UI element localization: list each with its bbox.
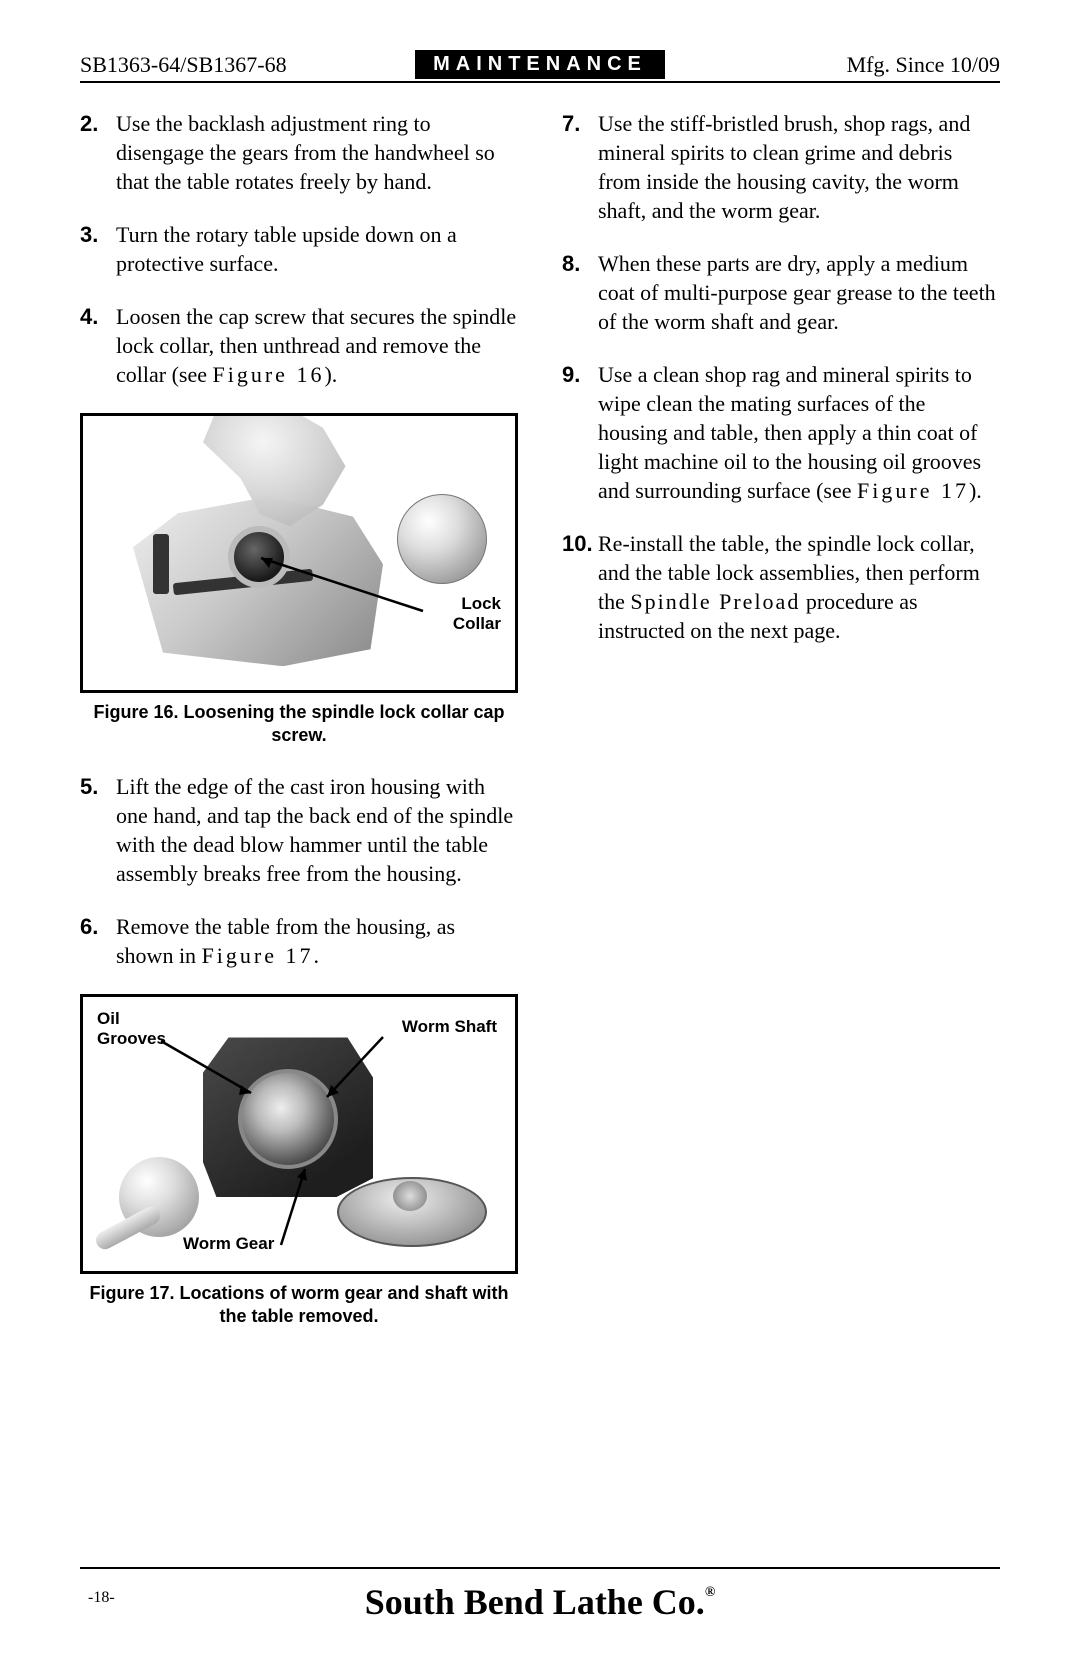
- figure-16-label-lock: Lock: [461, 594, 501, 614]
- step-4: 4. Loosen the cap screw that secures the…: [80, 302, 518, 389]
- page-header: SB1363-64/SB1367-68 MAINTENANCE Mfg. Sin…: [80, 50, 1000, 83]
- step-text: Use a clean shop rag and mineral spirits…: [598, 360, 1000, 505]
- figure-17-label-oil: Oil: [97, 1009, 120, 1029]
- left-step-list-a: 2. Use the backlash adjustment ring to d…: [80, 109, 518, 389]
- step-9: 9. Use a clean shop rag and mineral spir…: [562, 360, 1000, 505]
- step-text: Use the backlash adjustment ring to dise…: [116, 109, 518, 196]
- step-number: 3.: [80, 220, 116, 278]
- figure-17-bore: [238, 1069, 338, 1169]
- content-columns: 2. Use the backlash adjustment ring to d…: [80, 109, 1000, 1327]
- step-7: 7. Use the stiff-bristled brush, shop ra…: [562, 109, 1000, 225]
- step-text: Turn the rotary table upside down on a p…: [116, 220, 518, 278]
- step-text: When these parts are dry, apply a medium…: [598, 249, 1000, 336]
- step-6: 6. Remove the table from the housing, as…: [80, 912, 518, 970]
- step-8: 8. When these parts are dry, apply a med…: [562, 249, 1000, 336]
- right-step-list: 7. Use the stiff-bristled brush, shop ra…: [562, 109, 1000, 646]
- figure-17-label-wormshaft: Worm Shaft: [402, 1017, 497, 1037]
- figure-ref-17b: Figure 17: [857, 478, 969, 503]
- figure-ref-16: Figure 16: [213, 362, 325, 387]
- header-mfg: Mfg. Since 10/09: [665, 52, 1000, 78]
- figure-16-caption: Figure 16. Loosening the spindle lock co…: [80, 701, 518, 746]
- figure-16-label-collar: Collar: [453, 614, 501, 634]
- figure-16-lock-collar: [228, 526, 290, 588]
- step-text: Re-install the table, the spindle lock c…: [598, 529, 1000, 645]
- step-5: 5. Lift the edge of the cast iron housin…: [80, 772, 518, 888]
- right-column: 7. Use the stiff-bristled brush, shop ra…: [562, 109, 1000, 1327]
- figure-17-label-grooves: Grooves: [97, 1029, 166, 1049]
- step-text: Use the stiff-bristled brush, shop rags,…: [598, 109, 1000, 225]
- registered-mark: ®: [705, 1585, 715, 1600]
- figure-16-slot: [153, 534, 169, 594]
- step-text: Loosen the cap screw that secures the sp…: [116, 302, 518, 389]
- step-number: 4.: [80, 302, 116, 389]
- step-number: 7.: [562, 109, 598, 225]
- step-text-post: ).: [324, 362, 337, 387]
- step-text-post: ).: [969, 478, 982, 503]
- brand-name: South Bend Lathe Co.: [365, 1582, 705, 1622]
- step-number: 8.: [562, 249, 598, 336]
- step-number: 9.: [562, 360, 598, 505]
- figure-17-caption: Figure 17. Locations of worm gear and sh…: [80, 1282, 518, 1327]
- figure-17-label-wormgear: Worm Gear: [183, 1234, 274, 1254]
- brand-footer: South Bend Lathe Co.®: [0, 1581, 1080, 1623]
- step-text-post: .: [314, 943, 320, 968]
- step-2: 2. Use the backlash adjustment ring to d…: [80, 109, 518, 196]
- step-3: 3. Turn the rotary table upside down on …: [80, 220, 518, 278]
- step-text: Remove the table from the housing, as sh…: [116, 912, 518, 970]
- procedure-ref: Spindle Preload: [630, 589, 800, 614]
- figure-17-box: Oil Grooves Worm Shaft Worm Gear: [80, 994, 518, 1274]
- figure-ref-17: Figure 17: [202, 943, 314, 968]
- step-text: Lift the edge of the cast iron housing w…: [116, 772, 518, 888]
- step-10: 10. Re-install the table, the spindle lo…: [562, 529, 1000, 645]
- footer-rule: [80, 1567, 1000, 1569]
- step-number: 6.: [80, 912, 116, 970]
- figure-16-dial: [397, 494, 487, 584]
- header-section: MAINTENANCE: [415, 50, 665, 79]
- step-number: 10.: [562, 529, 598, 645]
- header-model: SB1363-64/SB1367-68: [80, 52, 415, 78]
- left-column: 2. Use the backlash adjustment ring to d…: [80, 109, 518, 1327]
- step-number: 5.: [80, 772, 116, 888]
- figure-16-box: Lock Collar: [80, 413, 518, 693]
- step-number: 2.: [80, 109, 116, 196]
- left-step-list-b: 5. Lift the edge of the cast iron housin…: [80, 772, 518, 970]
